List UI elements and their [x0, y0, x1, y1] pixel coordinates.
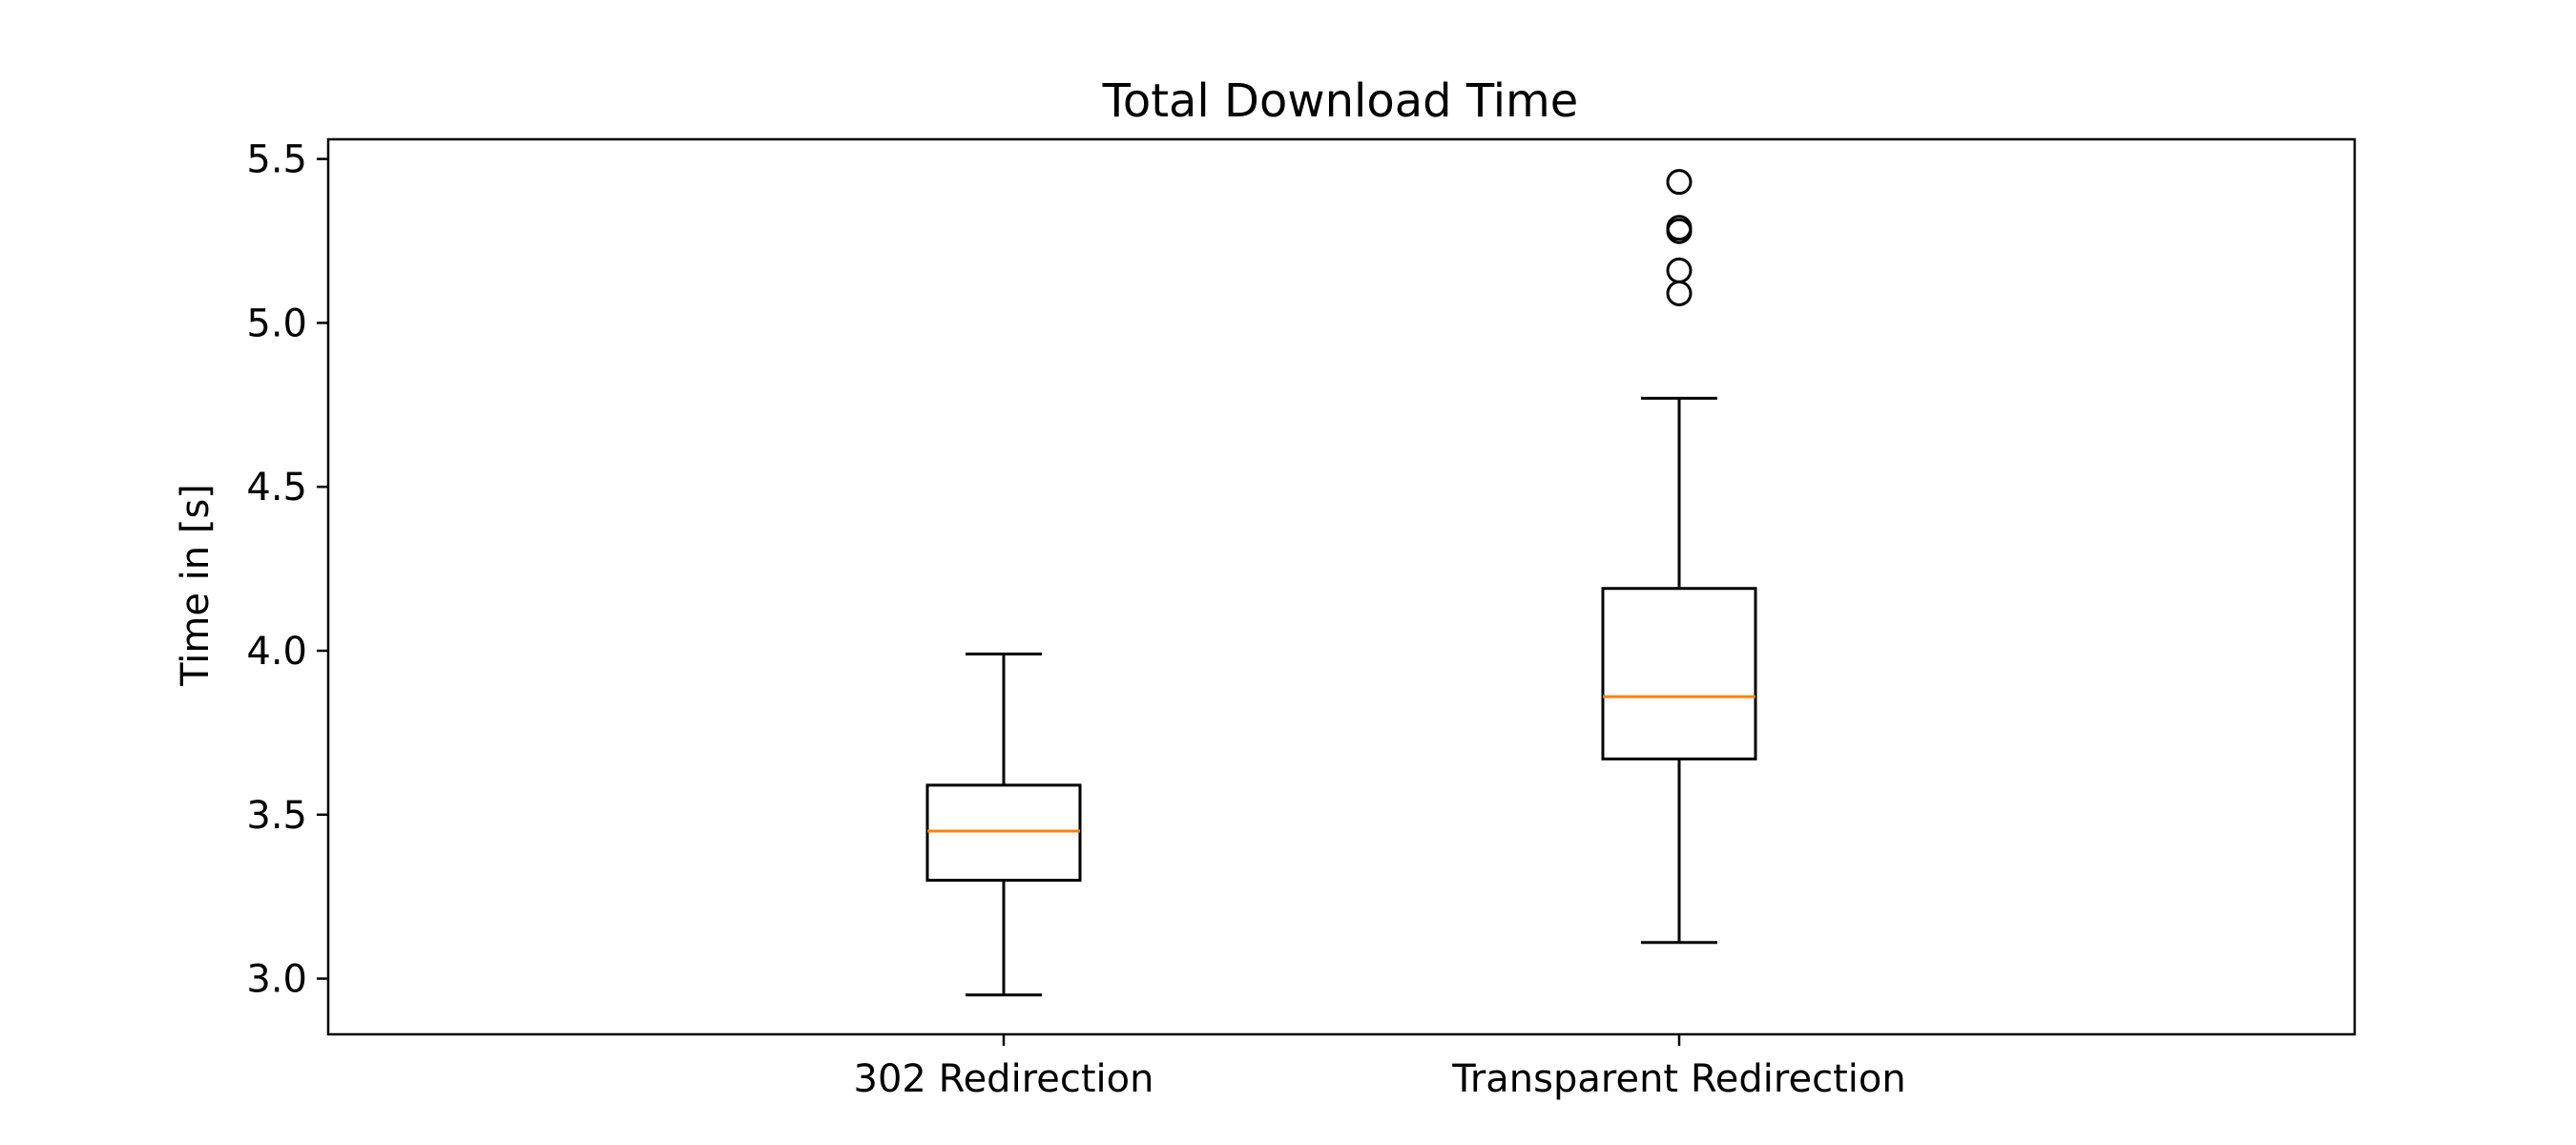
outlier-point: [1666, 257, 1693, 283]
axes-frame: [326, 137, 2357, 1036]
y-tick-label: 4.0: [246, 630, 307, 674]
x-tick-label: 302 Redirection: [854, 1057, 1154, 1101]
outlier-point: [1666, 169, 1693, 196]
y-tick-label: 3.0: [246, 958, 307, 1002]
plot-area: 3.0 3.5 4.0 4.5 5.0 5.5 302 Redirection Transpa…: [246, 138, 1905, 1101]
y-tick-label: 5.5: [246, 138, 307, 182]
chart-title: Total Download Time: [1102, 74, 1579, 128]
interquartile-box: [925, 783, 1082, 883]
outlier-point: [1666, 215, 1693, 241]
y-axis-label: Time in [s]: [174, 484, 218, 687]
x-tick-label: Transparent Redirection: [1451, 1057, 1905, 1101]
y-tick-label: 5.0: [246, 302, 307, 345]
y-tick-label: 3.5: [246, 794, 307, 838]
interquartile-box: [1601, 587, 1757, 760]
y-tick-label: 4.5: [246, 466, 307, 510]
